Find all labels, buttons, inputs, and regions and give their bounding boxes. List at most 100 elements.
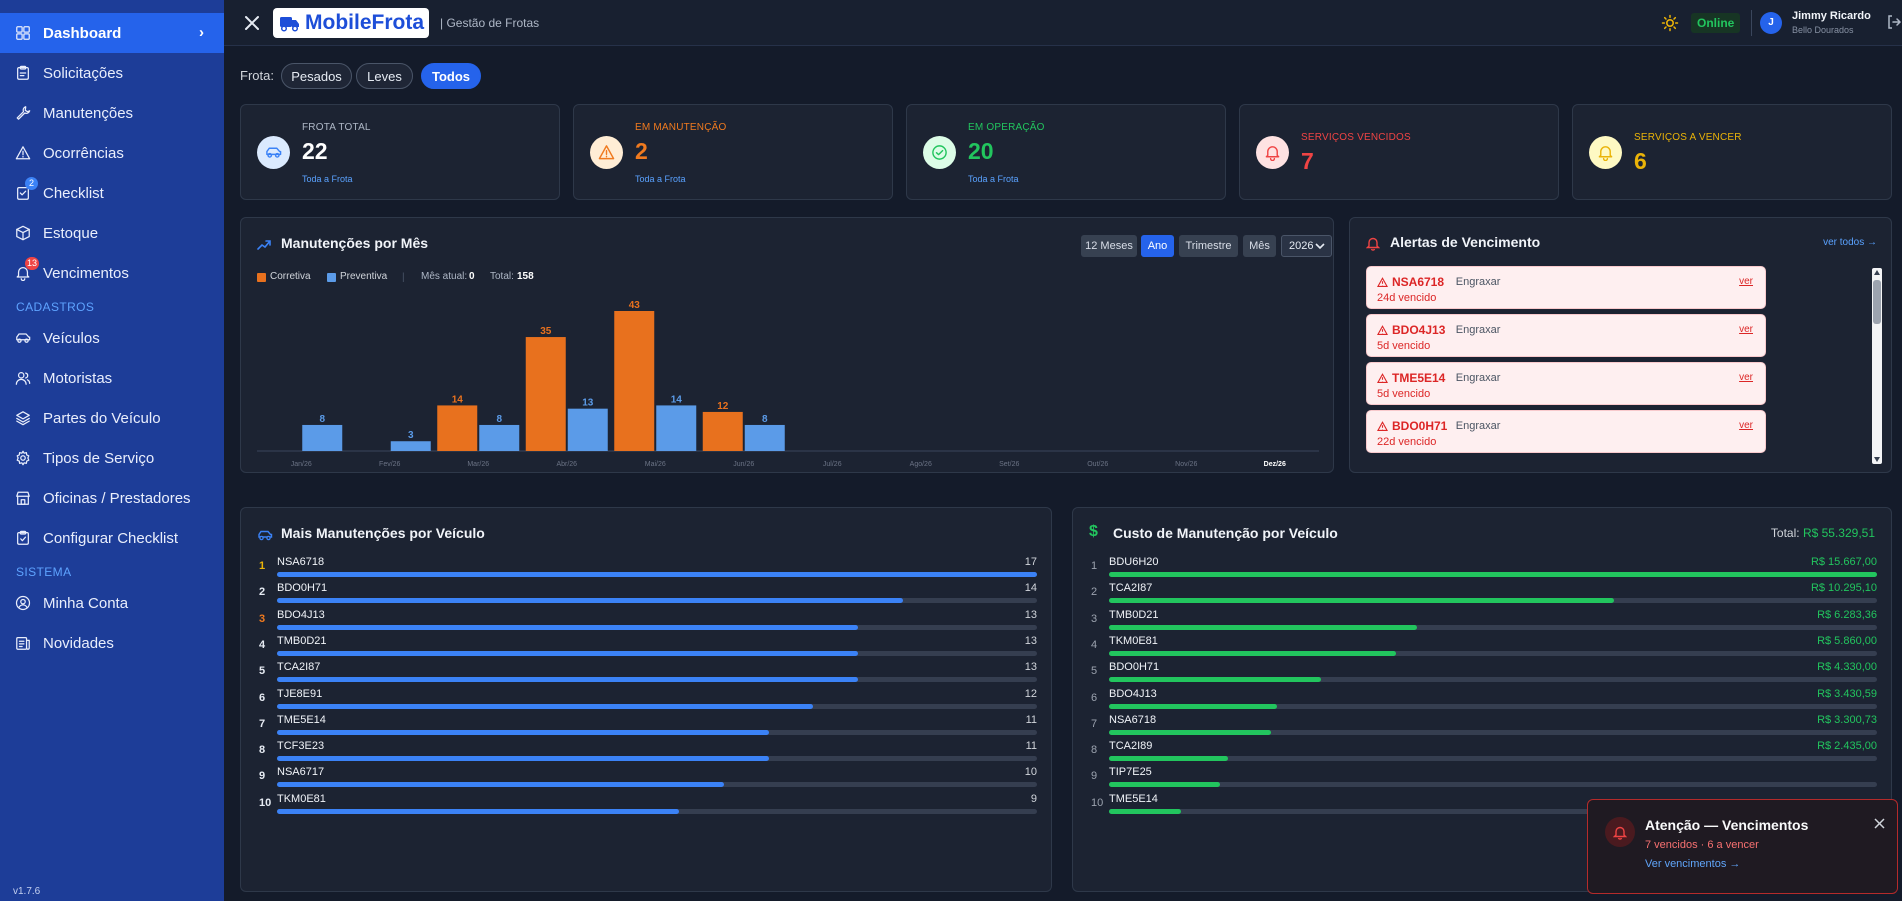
- sidebar-item-solicitacoes[interactable]: Solicitações: [0, 53, 224, 93]
- toast-close-icon[interactable]: [1874, 816, 1885, 834]
- close-sidebar-icon[interactable]: [242, 13, 262, 33]
- sidebar-item-veiculos[interactable]: Veículos: [0, 318, 224, 358]
- bar-preventiva-1[interactable]: [390, 441, 431, 451]
- alert-item[interactable]: NSA6718 Engraxar 24d vencido ver: [1366, 266, 1766, 309]
- bar-preventiva-2[interactable]: [479, 424, 520, 451]
- toast-link[interactable]: Ver vencimentos →: [1645, 858, 1741, 870]
- alert-view-link[interactable]: ver: [1739, 324, 1753, 335]
- sun-icon[interactable]: [1661, 14, 1679, 32]
- stat-card-2[interactable]: EM MANUTENÇÃO 2 Toda a Frota: [573, 104, 893, 200]
- sidebar-item-estoque[interactable]: Estoque: [0, 213, 224, 253]
- ranking-row[interactable]: 2 TCA2I87 R$ 10.295,10: [1073, 581, 1893, 607]
- filter-pill-todos[interactable]: Todos: [421, 63, 481, 89]
- app-logo[interactable]: MobileFrota: [273, 8, 429, 38]
- due-alert-toast: Atenção — Vencimentos 7 vencidos · 6 a v…: [1587, 799, 1898, 894]
- alert-item[interactable]: BDO4J13 Engraxar 5d vencido ver: [1366, 314, 1766, 357]
- ranking-value: R$ 10.295,10: [1810, 582, 1877, 595]
- rank-number: 1: [259, 560, 266, 572]
- sidebar-item-label: Partes do Veículo: [43, 409, 161, 427]
- sidebar-item-tipos-de-servico[interactable]: Tipos de Serviço: [0, 438, 224, 478]
- clipboard-icon: [14, 64, 32, 82]
- see-all-link[interactable]: ver todos →: [1823, 237, 1877, 248]
- ranking-row[interactable]: 9 TIP7E25: [1073, 765, 1893, 791]
- alert-item[interactable]: TME5E14 Engraxar 5d vencido ver: [1366, 362, 1766, 405]
- bar-preventiva-5[interactable]: [744, 424, 785, 451]
- ranking-row[interactable]: 8 TCA2I89 R$ 2.435,00: [1073, 739, 1893, 765]
- stat-card-4[interactable]: SERVIÇOS VENCIDOS 7: [1239, 104, 1559, 200]
- filter-pill-pesados[interactable]: Pesados: [281, 63, 352, 89]
- car-icon: [257, 136, 290, 169]
- alert-view-link[interactable]: ver: [1739, 372, 1753, 383]
- stat-value: 22: [302, 138, 328, 164]
- filter-pill-leves[interactable]: Leves: [356, 63, 413, 89]
- warning-icon: [590, 136, 623, 169]
- bar-corretiva-3[interactable]: [525, 337, 566, 451]
- ranking-row[interactable]: 5 BDO0H71 R$ 4.330,00: [1073, 660, 1893, 686]
- stat-link[interactable]: Toda a Frota: [968, 174, 1019, 184]
- sidebar-item-oficinas-prestadores[interactable]: Oficinas / Prestadores: [0, 478, 224, 518]
- ranking-row[interactable]: 1 NSA6718 17: [241, 555, 1053, 581]
- ranking-row[interactable]: 3 BDO4J13 13: [241, 608, 1053, 634]
- ranking-row[interactable]: 5 TCA2I87 13: [241, 660, 1053, 686]
- scrollbar-thumb[interactable]: [1873, 280, 1881, 324]
- sidebar-item-minha-conta[interactable]: Minha Conta: [0, 583, 224, 623]
- ranking-bar-track: [277, 598, 1037, 604]
- ranking-row[interactable]: 10 TME5E14: [1073, 792, 1893, 818]
- sidebar-item-motoristas[interactable]: Motoristas: [0, 358, 224, 398]
- user-circle-icon: [14, 594, 32, 612]
- scroll-down-arrow[interactable]: [1874, 457, 1880, 462]
- period-button-ano[interactable]: Ano: [1141, 235, 1174, 257]
- sidebar-item-configurar-checklist[interactable]: Configurar Checklist: [0, 518, 224, 558]
- stat-card-1[interactable]: FROTA TOTAL 22 Toda a Frota: [240, 104, 560, 200]
- alert-view-link[interactable]: ver: [1739, 276, 1753, 287]
- sidebar-item-checklist[interactable]: 2 Checklist: [0, 173, 224, 213]
- bar-corretiva-5[interactable]: [702, 411, 743, 451]
- stat-card-5[interactable]: SERVIÇOS A VENCER 6: [1572, 104, 1892, 200]
- user-avatar[interactable]: J: [1760, 12, 1782, 34]
- year-select[interactable]: 2026: [1281, 235, 1332, 257]
- period-button-mês[interactable]: Mês: [1243, 235, 1276, 257]
- sidebar-item-partes-do-veiculo[interactable]: Partes do Veículo: [0, 398, 224, 438]
- sidebar-item-novidades[interactable]: Novidades: [0, 623, 224, 663]
- bar-preventiva-3[interactable]: [567, 408, 608, 451]
- ranking-row[interactable]: 6 TJE8E91 12: [241, 687, 1053, 713]
- nav-badge: 13: [25, 257, 40, 270]
- ranking-row[interactable]: 7 NSA6718 R$ 3.300,73: [1073, 713, 1893, 739]
- ranking-row[interactable]: 4 TKM0E81 R$ 5.860,00: [1073, 634, 1893, 660]
- alert-plate: TME5E14: [1392, 371, 1446, 385]
- sidebar-item-dashboard[interactable]: Dashboard ›: [0, 13, 224, 53]
- vehicle-plate: NSA6718: [277, 556, 325, 568]
- rank-number: 6: [259, 691, 266, 704]
- alert-view-link[interactable]: ver: [1739, 420, 1753, 431]
- ranking-row[interactable]: 3 TMB0D21 R$ 6.283,36: [1073, 608, 1893, 634]
- ranking-row[interactable]: 6 BDO4J13 R$ 3.430,59: [1073, 687, 1893, 713]
- fleet-filter-label: Frota:: [240, 68, 274, 83]
- ranking-row[interactable]: 4 TMB0D21 13: [241, 634, 1053, 660]
- vehicle-plate: TCF3E23: [277, 740, 325, 753]
- bar-preventiva-0[interactable]: [302, 424, 343, 451]
- bar-preventiva-4[interactable]: [656, 405, 697, 451]
- logout-icon[interactable]: [1886, 14, 1902, 30]
- stat-card-3[interactable]: EM OPERAÇÃO 20 Toda a Frota: [906, 104, 1226, 200]
- ranking-row[interactable]: 10 TKM0E81 9: [241, 792, 1053, 818]
- ranking-row[interactable]: 1 BDU6H20 R$ 15.667,00: [1073, 555, 1893, 581]
- ranking-bar-track: [1109, 598, 1877, 604]
- stat-link[interactable]: Toda a Frota: [302, 174, 353, 184]
- alerts-scrollbar[interactable]: [1872, 268, 1882, 464]
- ranking-bar-fill: [277, 650, 859, 656]
- ranking-row[interactable]: 7 TME5E14 11: [241, 713, 1053, 739]
- sidebar-item-manutencoes[interactable]: Manutenções: [0, 93, 224, 133]
- ranking-bar-track: [1109, 782, 1877, 788]
- period-button-12-meses[interactable]: 12 Meses: [1081, 235, 1137, 257]
- stat-link[interactable]: Toda a Frota: [635, 174, 686, 184]
- period-button-trimestre[interactable]: Trimestre: [1179, 235, 1238, 257]
- ranking-row[interactable]: 9 NSA6717 10: [241, 765, 1053, 791]
- scroll-up-arrow[interactable]: [1874, 270, 1880, 275]
- ranking-row[interactable]: 8 TCF3E23 11: [241, 739, 1053, 765]
- bar-corretiva-2[interactable]: [437, 405, 478, 451]
- alert-item[interactable]: BDO0H71 Engraxar 22d vencido ver: [1366, 410, 1766, 453]
- sidebar-item-vencimentos[interactable]: 13 Vencimentos: [0, 253, 224, 293]
- ranking-row[interactable]: 2 BDO0H71 14: [241, 581, 1053, 607]
- sidebar-item-ocorrencias[interactable]: Ocorrências: [0, 133, 224, 173]
- bar-corretiva-4[interactable]: [614, 311, 655, 451]
